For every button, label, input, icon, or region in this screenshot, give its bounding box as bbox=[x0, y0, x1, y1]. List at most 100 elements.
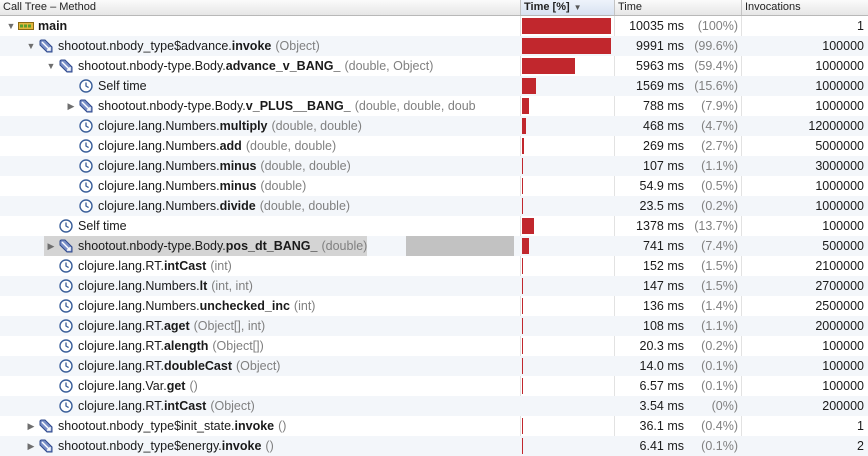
collapse-toggle-icon[interactable]: ▶ bbox=[27, 440, 35, 451]
table-row[interactable]: Self time 1569 ms (15.6%) 1000000 bbox=[0, 76, 868, 96]
method-cell[interactable]: ▶ shootout.nbody-type.Body.v_PLUS__BANG_(… bbox=[0, 96, 520, 116]
time-percent-cell bbox=[521, 76, 613, 96]
method-name: clojure.lang.Numbers.minus bbox=[98, 179, 256, 193]
expand-toggle-icon[interactable]: ▼ bbox=[46, 61, 56, 71]
expand-toggle-icon[interactable]: ▼ bbox=[6, 21, 16, 31]
expand-toggle-icon[interactable]: ▼ bbox=[26, 41, 36, 51]
collapse-toggle-icon[interactable]: ▶ bbox=[27, 420, 35, 431]
time-value: 23.5 ms bbox=[639, 199, 684, 213]
method-cell[interactable]: clojure.lang.Numbers.minus (double) bbox=[0, 176, 520, 196]
table-row[interactable]: clojure.lang.Numbers.multiply (double, do… bbox=[0, 116, 868, 136]
method-cell[interactable]: clojure.lang.RT.intCast (int) bbox=[0, 256, 520, 276]
table-row[interactable]: clojure.lang.Numbers.divide (double, doub… bbox=[0, 196, 868, 216]
table-row[interactable]: ▼ main 10035 ms (100%) 1 bbox=[0, 16, 868, 36]
method-name: clojure.lang.Numbers.minus bbox=[98, 159, 256, 173]
method-cell[interactable]: clojure.lang.Numbers.lt (int, int) bbox=[0, 276, 520, 296]
method-prefix: shootout.nbody-type.Body. bbox=[78, 239, 226, 253]
table-row[interactable]: Self time 1378 ms (13.7%) 100000 bbox=[0, 216, 868, 236]
collapse-toggle-icon[interactable]: ▶ bbox=[47, 240, 55, 251]
method-short-name: advance_v_BANG_ bbox=[225, 59, 341, 73]
method-name: clojure.lang.RT.aget bbox=[78, 319, 190, 333]
column-header-time-label: Time bbox=[618, 1, 643, 13]
table-row[interactable]: clojure.lang.Numbers.minus (double) 54.9 m… bbox=[0, 176, 868, 196]
invocations-cell: 1 bbox=[857, 19, 864, 33]
method-cell[interactable]: Self time bbox=[0, 76, 520, 96]
method-cell[interactable]: Self time bbox=[0, 216, 520, 236]
table-row[interactable]: clojure.lang.RT.intCast (Object) 3.54 ms (0… bbox=[0, 396, 868, 416]
table-row[interactable]: clojure.lang.RT.alength (Object[]) 20.3 ms… bbox=[0, 336, 868, 356]
method-prefix: Self time bbox=[78, 219, 127, 233]
method-args: (double, double) bbox=[259, 199, 351, 213]
time-cell: 6.41 ms (0.1%) bbox=[615, 436, 738, 456]
method-icon bbox=[38, 436, 54, 456]
time-cell: 741 ms (7.4%) bbox=[615, 236, 738, 256]
column-header-invocations[interactable]: Invocations bbox=[742, 0, 868, 15]
time-percent-label: (0.5%) bbox=[701, 179, 738, 193]
table-row[interactable]: ▶ shootout.nbody_type$energy.invoke() 6.41… bbox=[0, 436, 868, 456]
time-percent-cell bbox=[521, 276, 613, 296]
invocations-cell: 2000000 bbox=[815, 319, 864, 333]
method-args: (double, double) bbox=[260, 159, 351, 173]
table-row[interactable]: ▶ shootout.nbody_type$init_state.invoke()… bbox=[0, 416, 868, 436]
clock-icon bbox=[58, 256, 74, 276]
method-cell[interactable]: clojure.lang.Var.get() bbox=[0, 376, 520, 396]
collapse-toggle-icon[interactable]: ▶ bbox=[67, 100, 75, 111]
method-cell[interactable]: clojure.lang.Numbers.minus (double, doubl… bbox=[0, 156, 520, 176]
method-prefix: clojure.lang.Var. bbox=[78, 379, 167, 393]
method-cell[interactable]: clojure.lang.RT.intCast (Object) bbox=[0, 396, 520, 416]
method-name: clojure.lang.Var.get bbox=[78, 379, 185, 393]
method-cell[interactable]: ▼ shootout.nbody_type$advance.invoke (Obje… bbox=[0, 36, 520, 56]
table-row[interactable]: clojure.lang.Numbers.minus (double, doubl… bbox=[0, 156, 868, 176]
time-value: 20.3 ms bbox=[639, 339, 684, 353]
time-percent-label: (4.7%) bbox=[701, 119, 738, 133]
time-percent-cell bbox=[521, 356, 613, 376]
method-name: Self time bbox=[78, 219, 127, 233]
column-header-method[interactable]: Call Tree – Method bbox=[0, 0, 521, 15]
time-value: 788 ms bbox=[643, 99, 684, 113]
method-name: clojure.lang.RT.intCast bbox=[78, 259, 206, 273]
time-value: 9991 ms bbox=[636, 39, 684, 53]
table-row[interactable]: clojure.lang.Var.get() 6.57 ms (0.1%) 10000… bbox=[0, 376, 868, 396]
method-short-name: alength bbox=[163, 339, 209, 353]
method-cell[interactable]: clojure.lang.Numbers.add (double, double) bbox=[0, 136, 520, 156]
table-row[interactable]: ▶ shootout.nbody-type.Body.v_PLUS__BANG_(… bbox=[0, 96, 868, 116]
method-short-name: invoke bbox=[231, 39, 272, 53]
table-row[interactable]: ▼ shootout.nbody_type$advance.invoke (Obje… bbox=[0, 36, 868, 56]
invocations-cell: 2700000 bbox=[815, 279, 864, 293]
table-row[interactable]: ▼ shootout.nbody-type.Body.advance_v_BANG… bbox=[0, 56, 868, 76]
table-row[interactable]: clojure.lang.Numbers.lt (int, int) 147 ms(… bbox=[0, 276, 868, 296]
time-value: 10035 ms bbox=[629, 19, 684, 33]
method-cell[interactable]: clojure.lang.Numbers.divide (double, doub… bbox=[0, 196, 520, 216]
method-short-name: minus bbox=[219, 159, 257, 173]
table-row[interactable]: clojure.lang.RT.doubleCast (Object) 14.0 m… bbox=[0, 356, 868, 376]
time-percent-bar bbox=[522, 238, 529, 254]
table-row[interactable]: clojure.lang.Numbers.unchecked_inc (int) 1… bbox=[0, 296, 868, 316]
table-row[interactable]: clojure.lang.RT.aget (Object[], int) 108 m… bbox=[0, 316, 868, 336]
method-cell[interactable]: ▼ shootout.nbody-type.Body.advance_v_BANG… bbox=[0, 56, 520, 76]
method-cell[interactable]: ▼ main bbox=[0, 16, 520, 36]
method-cell[interactable]: ▶ shootout.nbody_type$init_state.invoke() bbox=[0, 416, 520, 436]
toggle-placeholder bbox=[64, 196, 78, 216]
time-percent-cell bbox=[521, 216, 613, 236]
table-row[interactable]: ▶ shootout.nbody-type.Body.pos_dt_BANG_ (d… bbox=[0, 236, 868, 256]
method-cell[interactable]: clojure.lang.Numbers.unchecked_inc (int) bbox=[0, 296, 520, 316]
method-cell[interactable]: clojure.lang.RT.doubleCast (Object) bbox=[0, 356, 520, 376]
time-percent-cell bbox=[521, 296, 613, 316]
method-cell[interactable]: clojure.lang.Numbers.multiply (double, do… bbox=[0, 116, 520, 136]
method-cell[interactable]: clojure.lang.RT.alength (Object[]) bbox=[0, 336, 520, 356]
table-row[interactable]: clojure.lang.RT.intCast (int) 152 ms (1.5%)… bbox=[0, 256, 868, 276]
method-cell[interactable]: ▶ shootout.nbody_type$energy.invoke() bbox=[0, 436, 520, 456]
time-percent-label: (2.7%) bbox=[701, 139, 738, 153]
toggle-placeholder bbox=[44, 256, 58, 276]
method-cell[interactable]: ▶ shootout.nbody-type.Body.pos_dt_BANG_ (d… bbox=[0, 236, 520, 256]
time-percent-bar bbox=[522, 158, 523, 174]
column-header-time[interactable]: Time bbox=[615, 0, 742, 15]
time-percent-label: (0.1%) bbox=[701, 359, 738, 373]
method-name: shootout.nbody_type$energy.invoke bbox=[58, 439, 261, 453]
column-header-time-pct[interactable]: Time [%] ▼ bbox=[521, 0, 615, 15]
table-row[interactable]: clojure.lang.Numbers.add (double, double)… bbox=[0, 136, 868, 156]
clock-icon bbox=[58, 396, 74, 416]
time-percent-label: (0.2%) bbox=[701, 339, 738, 353]
toggle-placeholder bbox=[44, 356, 58, 376]
method-cell[interactable]: clojure.lang.RT.aget (Object[], int) bbox=[0, 316, 520, 336]
